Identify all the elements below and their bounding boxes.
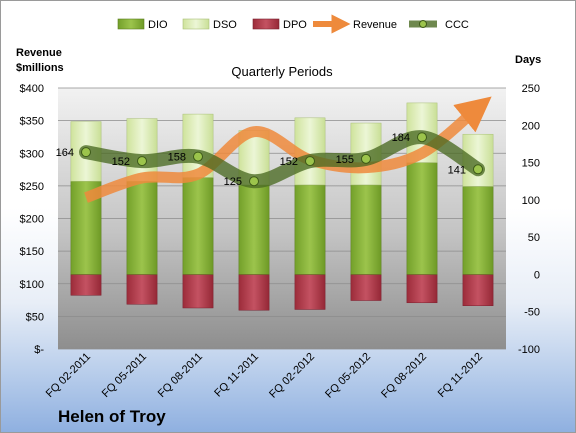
right-tick-label: 200 (522, 120, 540, 132)
ccc-data-label: 125 (224, 176, 242, 188)
revenue-line (84, 96, 492, 203)
bar-dpo (462, 274, 494, 306)
line-layer: 164 152 158 125 152 155 184 141 (56, 96, 492, 203)
ccc-data-label: 141 (448, 164, 466, 176)
chart-title: Quarterly Periods (231, 64, 333, 79)
bar-dio (350, 184, 382, 275)
legend-swatch-ccc-dot (419, 20, 427, 28)
ccc-data-label: 152 (112, 156, 130, 168)
left-tick-label: $200 (20, 214, 44, 226)
right-tick-label: 150 (522, 158, 540, 170)
legend: DIO DSO DPO Revenue CCC (117, 14, 469, 34)
ccc-point (137, 156, 147, 167)
legend-swatch-dpo (252, 18, 280, 30)
right-tick-label: 250 (522, 83, 540, 95)
legend-label-revenue: Revenue (353, 19, 397, 31)
right-tick-label: 100 (522, 195, 540, 207)
ccc-point (193, 151, 203, 162)
legend-swatch-dso (182, 18, 210, 30)
bar-dio (238, 184, 270, 275)
right-tick-label: -50 (524, 307, 540, 319)
left-tick-label: $250 (20, 181, 44, 193)
bar-dpo (70, 274, 102, 296)
bar-dpo (294, 274, 326, 310)
right-tick-label: 0 (534, 269, 540, 281)
left-tick-label: $350 (20, 116, 44, 128)
bar-dpo (350, 274, 382, 301)
bar-dpo (238, 274, 270, 311)
x-tick-label: FQ 02-2012 (267, 351, 317, 401)
bar-dpo (406, 274, 438, 304)
ccc-data-label: 164 (56, 147, 74, 159)
x-tick-label: FQ 02-2011 (44, 351, 93, 400)
company-name: Helen of Troy (58, 407, 166, 426)
x-tick-label: FQ 08-2012 (379, 351, 429, 401)
ccc-point (81, 147, 91, 158)
ccc-data-label: 152 (280, 156, 298, 168)
x-tick-label: FQ 08-2011 (156, 351, 205, 400)
x-tick-label: FQ 11-2012 (436, 351, 485, 400)
left-tick-label: $400 (20, 83, 44, 95)
x-tick-label: FQ 05-2012 (323, 351, 373, 401)
legend-label-dio: DIO (148, 19, 168, 31)
bar-dpo (182, 274, 214, 309)
left-tick-label: $150 (20, 246, 44, 258)
x-tick-label: FQ 11-2011 (212, 351, 261, 400)
bar-dpo (126, 274, 158, 305)
ccc-point (305, 156, 315, 167)
left-axis-title-line1: Revenue (16, 47, 62, 59)
ccc-point (473, 164, 483, 175)
bar-dio (294, 184, 326, 275)
bar-dio (462, 186, 494, 275)
ccc-point (249, 176, 259, 187)
legend-label-dso: DSO (213, 19, 237, 31)
left-tick-label: $300 (20, 148, 44, 160)
left-tick-label: $50 (26, 311, 44, 323)
x-tick-label: FQ 05-2011 (100, 351, 149, 400)
ccc-point (361, 153, 371, 164)
legend-swatch-dio (117, 18, 145, 30)
legend-label-ccc: CCC (445, 19, 469, 31)
right-axis-title: Days (515, 54, 541, 66)
left-tick-label: $100 (20, 279, 44, 291)
bar-dio (406, 162, 438, 275)
ccc-data-label: 184 (392, 132, 410, 144)
left-axis-title-line2: $millions (16, 62, 64, 74)
right-tick-label: -100 (518, 344, 540, 356)
right-tick-label: 50 (528, 232, 540, 244)
bar-dio (182, 177, 214, 275)
bar-dio (126, 180, 158, 275)
legend-label-dpo: DPO (283, 19, 307, 31)
left-tick-label: $- (34, 344, 44, 356)
ccc-point (417, 132, 427, 143)
ccc-data-label: 155 (336, 154, 354, 166)
ccc-data-label: 158 (168, 152, 186, 164)
